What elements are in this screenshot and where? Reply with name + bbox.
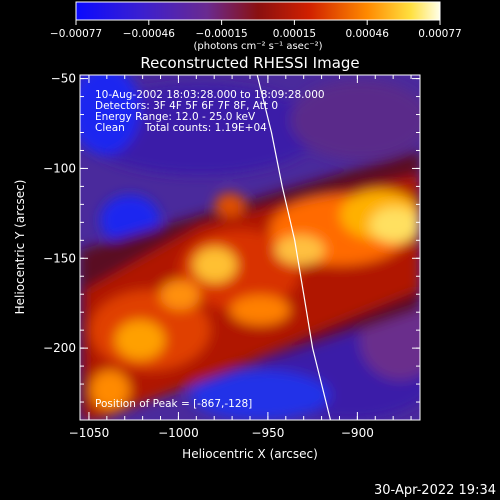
axes: −1050 −1000 −950 −900 −50 −100 −150 −200 <box>43 72 420 440</box>
colorbar-tick-label: −0.00015 <box>195 28 247 40</box>
y-tick-label: −100 <box>43 161 76 175</box>
annotation-time: 10-Aug-2002 18:03:28.000 to 18:09:28.000 <box>95 89 325 101</box>
x-tick-label: −950 <box>251 426 284 440</box>
y-tick-label: −200 <box>43 341 76 355</box>
colorbar-tick-label: 0.00046 <box>345 28 389 40</box>
colorbar-units: (photons cm⁻² s⁻¹ asec⁻²) <box>193 41 322 52</box>
y-tick-label: −50 <box>51 72 76 86</box>
annotation-energy: Energy Range: 12.0 - 25.0 keV <box>95 111 256 123</box>
x-tick-label: −1000 <box>158 426 199 440</box>
solar-limb-curve <box>256 75 332 420</box>
colorbar-ticks: −0.00077 −0.00046 −0.00015 0.00015 0.00046 0.… <box>50 20 462 40</box>
colorbar-tick-label: −0.00046 <box>123 28 176 40</box>
colorbar-tick-label: −0.00077 <box>50 28 102 40</box>
x-tick-label: −1050 <box>69 426 110 440</box>
colorbar-tick-label: 0.00077 <box>418 28 461 40</box>
y-tick-label: −150 <box>43 251 76 265</box>
colorbar-tick-label: 0.00015 <box>273 28 316 40</box>
annotation-clean: Clean Total counts: 1.19E+04 <box>95 122 267 134</box>
x-axis-label: Heliocentric X (arcsec) <box>182 447 318 461</box>
peak-label: Position of Peak = [-867,-128] <box>95 398 252 410</box>
annotation-detectors: Detectors: 3F 4F 5F 6F 7F 8F, Att 0 <box>95 100 278 112</box>
colorbar <box>75 1 441 21</box>
x-tick-label: −900 <box>341 426 374 440</box>
chart-title: Reconstructed RHESSI Image <box>140 54 359 72</box>
plot-area <box>80 75 420 420</box>
timestamp: 30-Apr-2022 19:34 <box>374 483 496 498</box>
y-axis-label: Heliocentric Y (arcsec) <box>13 180 27 315</box>
